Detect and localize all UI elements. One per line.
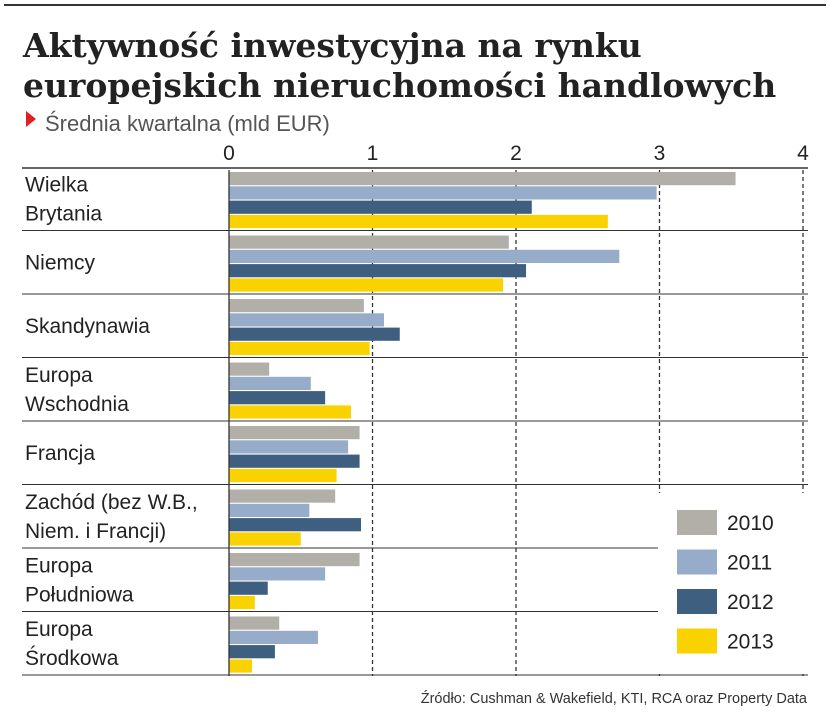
bar-2010 bbox=[229, 299, 364, 313]
category-label: Środkowa bbox=[25, 646, 119, 670]
x-tick-label-2: 2 bbox=[510, 142, 522, 165]
bar-2012 bbox=[229, 327, 400, 341]
plot-area: 0 1 2 3 4 Wielka Brytania Niemcy Skandynawia Euro… bbox=[22, 142, 809, 676]
category-label: Wielka bbox=[25, 173, 88, 196]
category-label: Zachód (bez W.B., bbox=[25, 491, 198, 514]
subtitle-marker-icon bbox=[26, 111, 36, 127]
bar-2010 bbox=[229, 553, 360, 567]
bar-2011 bbox=[229, 313, 384, 327]
bar-2012 bbox=[229, 391, 326, 405]
category-label: Wschodnia bbox=[25, 393, 129, 416]
bar-2010 bbox=[229, 426, 360, 440]
chart-subtitle: Średnia kwartalna (mld EUR) bbox=[45, 111, 330, 136]
legend-label-2010: 2010 bbox=[727, 512, 774, 535]
bar-2012 bbox=[229, 581, 268, 595]
category-label: Południowa bbox=[25, 583, 134, 606]
bar-2010 bbox=[229, 489, 336, 503]
category-label: Skandynawia bbox=[25, 315, 150, 338]
legend-swatch-2013 bbox=[677, 628, 717, 654]
bar-2013 bbox=[229, 341, 370, 356]
bar-2012 bbox=[229, 518, 362, 532]
bar-2011 bbox=[229, 630, 318, 644]
bar-2013 bbox=[229, 468, 337, 483]
legend-label-2011: 2011 bbox=[727, 552, 772, 575]
x-tick-label-0: 0 bbox=[223, 142, 235, 165]
bar-2010 bbox=[229, 362, 270, 376]
bar-2013 bbox=[229, 405, 351, 419]
category-label: Niemcy bbox=[25, 251, 96, 274]
bar-2012 bbox=[229, 645, 275, 659]
category-label: Europa bbox=[25, 554, 93, 577]
category-label: Brytania bbox=[25, 202, 102, 225]
category-label: Europa bbox=[25, 618, 93, 641]
bar-2010 bbox=[229, 235, 509, 249]
category-label: Europa bbox=[25, 364, 93, 387]
bar-2013 bbox=[229, 532, 301, 546]
bar-2012 bbox=[229, 454, 360, 468]
bar-2011 bbox=[229, 440, 349, 454]
legend: 2010 2011 2012 2013 bbox=[658, 493, 808, 673]
bar-2010 bbox=[229, 616, 280, 630]
bar-2011 bbox=[229, 186, 657, 200]
chart-title-line-1: Aktywność inwestycyjna na rynku bbox=[22, 26, 642, 65]
bar-2013 bbox=[229, 659, 252, 673]
x-tick-label-1: 1 bbox=[367, 142, 379, 165]
bar-2011 bbox=[229, 567, 326, 581]
category-label: Niem. i Francji) bbox=[25, 520, 166, 543]
bar-2013 bbox=[229, 214, 608, 229]
category-label: Francja bbox=[25, 442, 95, 465]
bar-2013 bbox=[229, 595, 255, 610]
bar-2010 bbox=[229, 172, 736, 186]
source-note: Źródło: Cushman & Wakefield, KTI, RCA or… bbox=[421, 690, 808, 707]
legend-swatch-2010 bbox=[677, 510, 717, 535]
x-tick-label-4: 4 bbox=[797, 142, 809, 165]
bar-2012 bbox=[229, 264, 527, 278]
bar-2011 bbox=[229, 376, 311, 390]
bar-2011 bbox=[229, 503, 310, 517]
legend-label-2012: 2012 bbox=[727, 591, 774, 614]
legend-swatch-2011 bbox=[677, 549, 717, 575]
bar-2013 bbox=[229, 278, 504, 292]
legend-label-2013: 2013 bbox=[727, 631, 774, 654]
x-tick-label-3: 3 bbox=[654, 142, 666, 165]
bar-2012 bbox=[229, 200, 532, 214]
bar-2011 bbox=[229, 249, 620, 263]
chart-title-line-2: europejskich nieruchomości handlowych bbox=[23, 66, 776, 105]
legend-swatch-2012 bbox=[677, 589, 717, 614]
